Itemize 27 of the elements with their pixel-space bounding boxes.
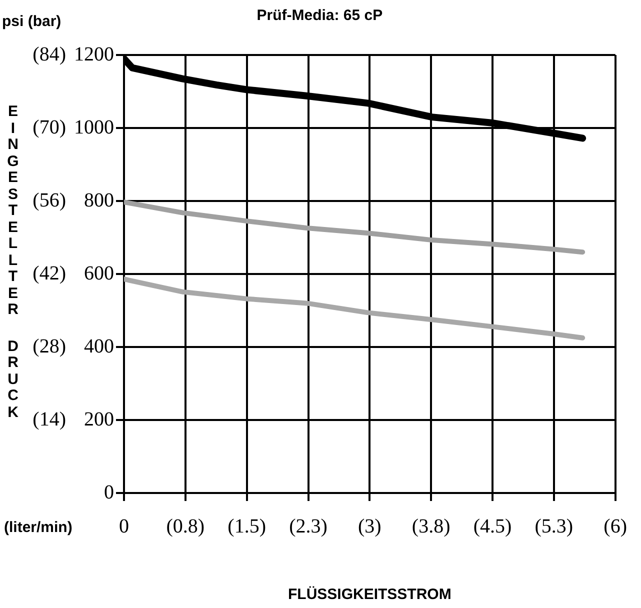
y-tick-label: 1000 [74,116,114,138]
y2-tick-label: (56) [32,189,66,212]
x-tick-label: (0.8) [166,515,205,538]
y2-tick-label: (14) [32,408,66,430]
y2-tick-label: (70) [32,116,66,138]
x-tick-label: (4.5) [473,515,512,538]
y-tick-label: 600 [84,262,114,284]
y2-tick-label: (42) [32,262,66,284]
x-tick-label: (5.3) [534,515,574,538]
y2-tick-label: (84) [32,43,66,66]
y-tick-label: 200 [84,408,114,430]
x-tick-label: (3) [358,515,382,538]
x-axis-title: FLÜSSIGKEITSSTROM [288,586,452,604]
y-tick-label: 400 [84,335,114,358]
text: (liter/min) [4,519,72,536]
y-tick-label: 1200 [74,43,114,66]
y-tick-label: 0 [104,481,114,504]
x-tick-label: 0 [119,515,129,538]
x-tick-label: (6) [604,515,628,538]
text: psi (bar) [2,13,62,30]
y2-tick-label: (28) [32,335,66,358]
y-tick-label: 800 [84,189,114,212]
x-tick-label: (1.5) [228,515,266,538]
chart-title: Prüf-Media: 65 cP [256,7,383,24]
x-tick-label: (2.3) [289,515,328,538]
text: EINGESTELLTER DRUCK [7,103,19,420]
x-tick-label: (3.8) [412,515,450,538]
